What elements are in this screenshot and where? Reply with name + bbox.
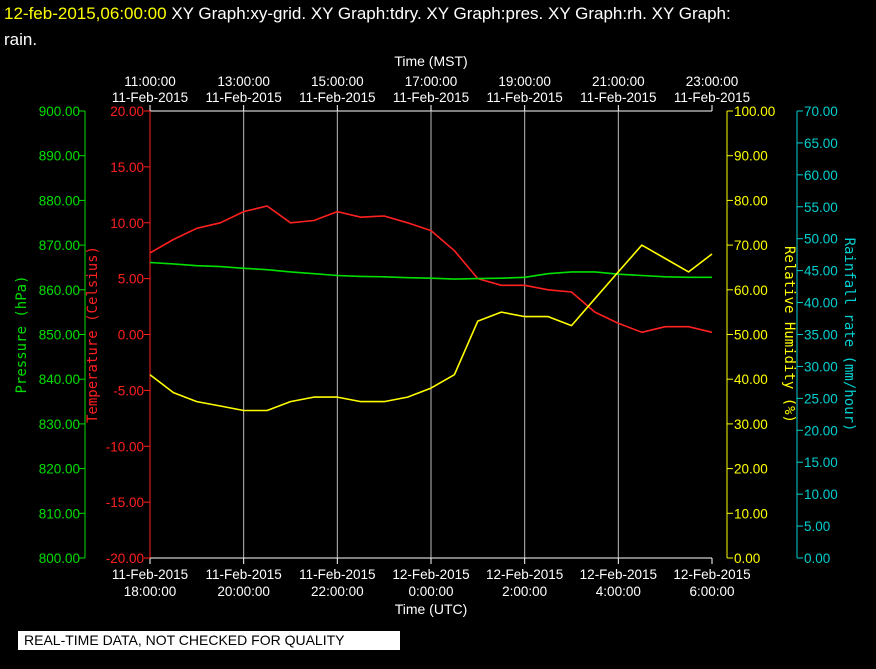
temperature-tick-label: -20.00 [106, 551, 144, 566]
temperature-tick-label: 0.00 [118, 328, 144, 343]
pressure-tick-label: 860.00 [39, 283, 80, 298]
x-tick-label-bottom-date: 12-Feb-2015 [392, 567, 469, 582]
x-tick-label-bottom-time: 2:00:00 [502, 584, 547, 599]
x-tick-label-top-time: 15:00:00 [311, 74, 364, 89]
x-tick-label-bottom-time: 18:00:00 [124, 584, 177, 599]
humidity-tick-label: 70.00 [734, 238, 768, 253]
x-tick-label-top-time: 13:00:00 [217, 74, 270, 89]
temperature-series-line [149, 205, 713, 334]
rain-tick-label: 10.00 [804, 487, 838, 502]
x-tick-label-top-time: 17:00:00 [405, 74, 458, 89]
pressure-tick-label: 800.00 [39, 551, 80, 566]
humidity-tick-label: 10.00 [734, 506, 768, 521]
x-tick-label-bottom-date: 12-Feb-2015 [486, 567, 563, 582]
x-tick-label-bottom-time: 0:00:00 [408, 584, 453, 599]
title-timestamp: 12-feb-2015,06:00:00 [4, 4, 167, 23]
rain-tick-label: 20.00 [804, 423, 838, 438]
quality-notice: REAL-TIME DATA, NOT CHECKED FOR QUALITY [18, 631, 400, 650]
humidity-axis-title: Relative Humidity (%) [781, 246, 797, 423]
x-tick-label-top-time: 23:00:00 [686, 74, 739, 89]
temperature-tick-label: -15.00 [106, 495, 144, 510]
rain-tick-label: 60.00 [804, 168, 838, 183]
pressure-tick-label: 870.00 [39, 238, 80, 253]
humidity-series-line [149, 244, 713, 412]
rain-tick-label: 15.00 [804, 455, 838, 470]
x-tick-label-top-date: 11-Feb-2015 [206, 90, 282, 105]
x-tick-label-top-date: 11-Feb-2015 [487, 90, 563, 105]
x-tick-label-bottom-date: 11-Feb-2015 [206, 567, 282, 582]
rain-tick-label: 5.00 [804, 519, 830, 534]
pressure-tick-label: 830.00 [39, 417, 80, 432]
rain-axis-title: Rainfall rate (mm/hour) [841, 238, 857, 432]
pressure-tick-label: 880.00 [39, 193, 80, 208]
x-tick-label-bottom-date: 12-Feb-2015 [673, 567, 750, 582]
x-tick-label-bottom-date: 12-Feb-2015 [580, 567, 657, 582]
chart-title-line1: 12-feb-2015,06:00:00 XY Graph:xy-grid. X… [4, 4, 731, 24]
pressure-tick-label: 850.00 [39, 328, 80, 343]
x-tick-label-bottom-date: 11-Feb-2015 [299, 567, 375, 582]
pressure-tick-label: 890.00 [39, 149, 80, 164]
pressure-axis-title: Pressure (hPa) [14, 275, 30, 393]
x-tick-label-bottom-time: 6:00:00 [689, 584, 734, 599]
rain-tick-label: 40.00 [804, 296, 838, 311]
rain-tick-label: 65.00 [804, 136, 838, 151]
rain-tick-label: 55.00 [804, 200, 838, 215]
x-tick-label-top-date: 11-Feb-2015 [299, 90, 375, 105]
humidity-tick-label: 90.00 [734, 149, 768, 164]
x-axis-label-top: Time (MST) [394, 53, 467, 69]
x-tick-label-bottom-date: 11-Feb-2015 [112, 567, 188, 582]
temperature-tick-label: -10.00 [106, 439, 144, 454]
rain-tick-label: 0.00 [804, 551, 830, 566]
temperature-axis-title: Temperature (Celsius) [85, 246, 101, 423]
rain-tick-label: 35.00 [804, 328, 838, 343]
x-tick-label-top-date: 11-Feb-2015 [112, 90, 188, 105]
rain-tick-label: 45.00 [804, 264, 838, 279]
humidity-tick-label: 80.00 [734, 193, 768, 208]
humidity-tick-label: 0.00 [734, 551, 760, 566]
x-tick-label-top-date: 11-Feb-2015 [393, 90, 469, 105]
chart-title-line2: rain. [4, 30, 38, 49]
rain-tick-label: 50.00 [804, 232, 838, 247]
x-tick-label-top-time: 21:00:00 [592, 74, 645, 89]
temperature-tick-label: 5.00 [118, 272, 144, 287]
humidity-tick-label: 20.00 [734, 462, 768, 477]
x-axis-label-bottom: Time (UTC) [395, 601, 468, 617]
temperature-tick-label: 10.00 [110, 216, 144, 231]
temperature-tick-label: -5.00 [113, 383, 144, 398]
rain-tick-label: 70.00 [804, 104, 838, 119]
x-tick-label-bottom-time: 4:00:00 [596, 584, 641, 599]
pressure-tick-label: 840.00 [39, 372, 80, 387]
rain-tick-label: 25.00 [804, 391, 838, 406]
humidity-tick-label: 30.00 [734, 417, 768, 432]
rain-tick-label: 30.00 [804, 359, 838, 374]
humidity-tick-label: 40.00 [734, 372, 768, 387]
temperature-tick-label: 20.00 [110, 104, 144, 119]
x-tick-label-bottom-time: 20:00:00 [217, 584, 270, 599]
x-tick-label-top-date: 11-Feb-2015 [674, 90, 750, 105]
temperature-tick-label: 15.00 [110, 160, 144, 175]
pressure-tick-label: 900.00 [39, 104, 80, 119]
x-tick-label-top-date: 11-Feb-2015 [580, 90, 656, 105]
humidity-tick-label: 100.00 [734, 104, 775, 119]
pressure-tick-label: 810.00 [39, 506, 80, 521]
humidity-tick-label: 50.00 [734, 328, 768, 343]
x-tick-label-top-time: 19:00:00 [498, 74, 551, 89]
title-graph-list: XY Graph:xy-grid. XY Graph:tdry. XY Grap… [166, 4, 731, 23]
pressure-series-line [149, 261, 712, 280]
humidity-tick-label: 60.00 [734, 283, 768, 298]
pressure-tick-label: 820.00 [39, 462, 80, 477]
x-tick-label-bottom-time: 22:00:00 [311, 584, 364, 599]
x-tick-label-top-time: 11:00:00 [124, 74, 176, 89]
